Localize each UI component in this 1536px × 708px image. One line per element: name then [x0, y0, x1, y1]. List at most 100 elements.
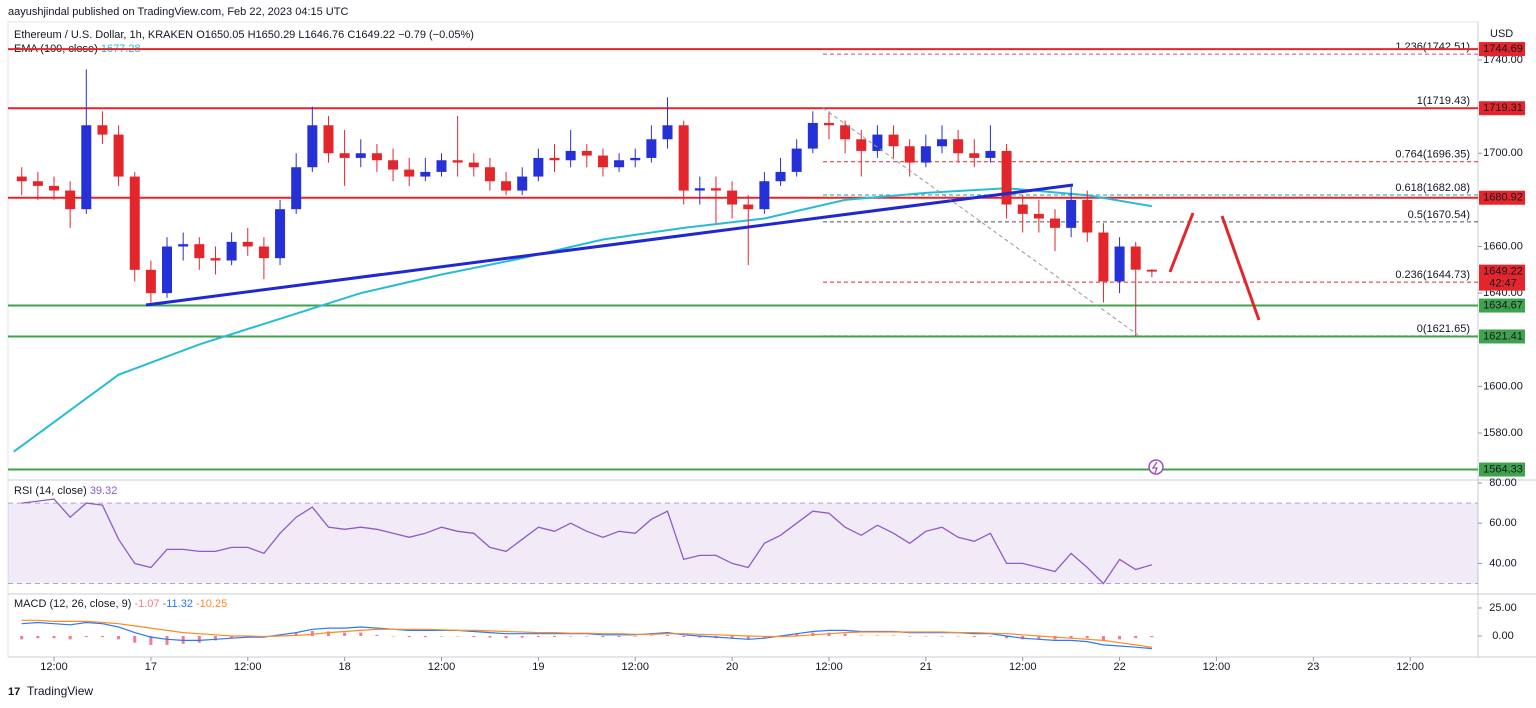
candle-body — [1017, 204, 1028, 214]
projection-arrow — [1220, 215, 1261, 321]
level-tag — [1479, 298, 1525, 313]
macd-histogram-bar — [133, 635, 137, 643]
macd-y-tick-label: 0.00 — [1492, 630, 1513, 642]
candle-body — [97, 125, 108, 135]
candle-body — [856, 139, 867, 151]
candle-body — [65, 190, 76, 210]
level-tag — [1479, 190, 1525, 205]
x-tick-label: 12:00 — [234, 661, 262, 673]
candle-body — [242, 241, 253, 247]
candle-body — [823, 122, 834, 126]
candle-body — [162, 246, 173, 294]
y-tick-label: 1600.00 — [1483, 380, 1523, 392]
candle-body — [662, 125, 673, 140]
candle-body — [275, 209, 286, 259]
level-label: 1634.67 — [1483, 299, 1523, 311]
macd-histogram-bar — [504, 635, 508, 639]
macd-histogram-bar — [553, 635, 557, 638]
fib-label: 0.764(1696.35) — [1395, 149, 1470, 161]
candle-body — [840, 125, 851, 140]
macd-histogram-bar — [682, 635, 686, 638]
level-tag — [1479, 462, 1525, 477]
plot-layer: 12:00 17 12:00 18 12:00 19 12:00 20 12:00 21 12:00… — [8, 41, 1525, 673]
macd-legend: MACD (12, 26, close, 9) -1.07 -11.32 -10… — [14, 598, 227, 610]
macd-histogram-bar — [1134, 635, 1138, 639]
macd-histogram-bar — [1150, 635, 1154, 638]
macd-histogram-bar — [1037, 635, 1041, 640]
macd-histogram-bar — [84, 635, 88, 638]
change: −0.79 (−0.05%) — [398, 29, 474, 41]
macd-histogram-bar — [730, 635, 734, 639]
logo-mark: 17 — [8, 686, 20, 698]
macd-histogram-bar — [859, 635, 863, 636]
candle-body — [307, 125, 318, 168]
macd-histogram-bar — [601, 635, 605, 638]
candle-body — [710, 188, 721, 191]
rsi-y-tick-label: 80.00 — [1489, 477, 1517, 489]
candle-body — [694, 188, 705, 191]
macd-histogram-bar — [326, 631, 330, 636]
fib-label: 1.236(1742.51) — [1395, 41, 1470, 53]
fib-label: 0.5(1670.54) — [1408, 209, 1470, 221]
candle-body — [1098, 232, 1109, 282]
macd-histogram-bar — [20, 635, 24, 640]
countdown: 42:47 — [1489, 278, 1517, 290]
macd-histogram-bar — [1069, 635, 1073, 639]
candle-body — [807, 122, 818, 149]
candle-body — [549, 157, 560, 161]
candle-body — [1066, 199, 1077, 228]
candle-body — [646, 139, 657, 158]
brand: TradingView — [27, 684, 93, 698]
y-tick-label: 1660.00 — [1483, 240, 1523, 252]
signal-value: -10.25 — [196, 598, 227, 610]
candle-body — [614, 160, 625, 168]
macd-histogram-bar — [843, 633, 847, 636]
macd-histogram-bar — [391, 635, 395, 637]
rsi-legend: RSI (14, close) 39.32 — [14, 485, 117, 497]
candle-body — [775, 171, 786, 182]
high: H1650.29 — [248, 29, 296, 41]
macd-histogram-bar — [649, 635, 653, 636]
event-icon[interactable] — [1148, 459, 1164, 475]
candle-body — [420, 171, 431, 177]
candle-body — [904, 146, 915, 163]
candle-body — [1001, 150, 1012, 205]
macd-histogram-bar — [536, 635, 540, 638]
ema-line — [13, 187, 1153, 453]
fib-trend-line — [822, 107, 1139, 336]
currency: USD — [1490, 28, 1513, 40]
candle-body — [936, 139, 947, 147]
x-tick-label: 19 — [532, 661, 544, 673]
candle-body — [49, 185, 60, 191]
candle-body — [291, 167, 302, 210]
projection-arrow — [1168, 212, 1195, 273]
candle-body — [759, 181, 770, 210]
candle-body — [484, 167, 495, 182]
candle-body — [436, 160, 447, 172]
x-tick-label: 12:00 — [40, 661, 68, 673]
candle-body — [210, 258, 221, 261]
macd-histogram-bar — [698, 635, 702, 638]
level-tag — [1479, 42, 1525, 57]
macd-histogram-bar — [666, 634, 670, 636]
fib-label: 1(1719.43) — [1417, 95, 1470, 107]
macd-histogram-bar — [149, 635, 153, 645]
candle-body — [323, 125, 334, 154]
candle-body — [533, 157, 544, 177]
candle-body — [678, 125, 689, 191]
y-tick-label: 1700.00 — [1483, 147, 1523, 159]
symbol: Ethereum / U.S. Dollar, 1h, KRAKEN — [14, 29, 193, 41]
rsi-band — [8, 503, 1478, 584]
level-tag — [1479, 101, 1525, 116]
macd-histogram-bar — [472, 635, 476, 638]
rsi-y-tick-label: 60.00 — [1489, 517, 1517, 529]
candle-body — [581, 150, 592, 156]
macd-histogram-bar — [310, 630, 314, 636]
macd-histogram-bar — [52, 635, 56, 639]
macd-value: -11.32 — [163, 598, 193, 610]
candle-body — [32, 181, 43, 186]
macd-histogram-bar — [795, 633, 799, 636]
candle-body — [727, 190, 738, 205]
macd-histogram-bar — [423, 635, 427, 638]
